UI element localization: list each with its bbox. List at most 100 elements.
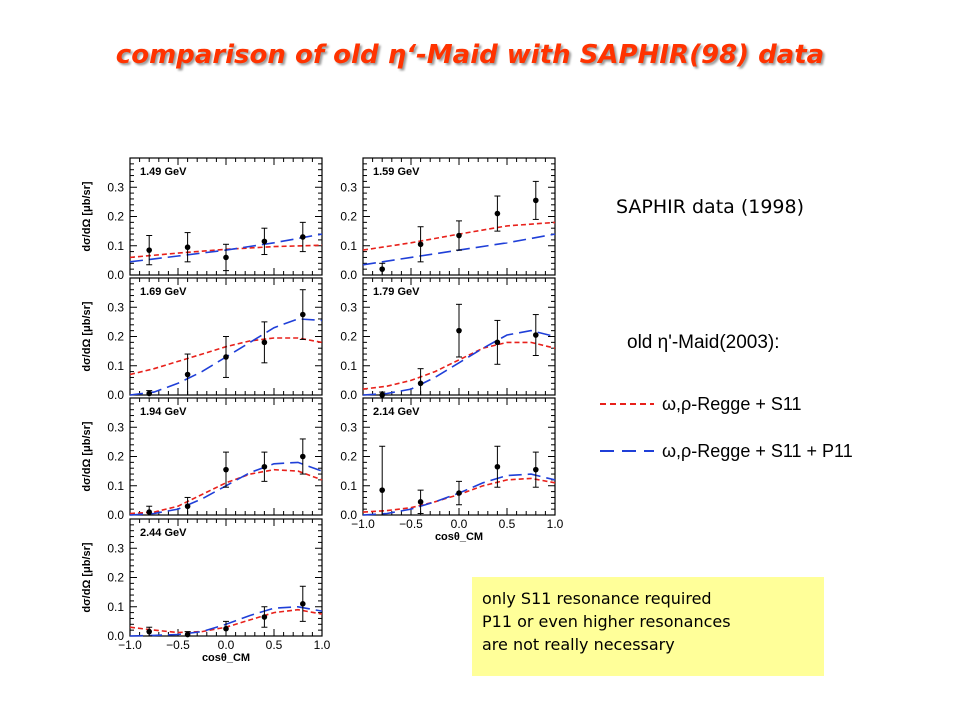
data-point xyxy=(146,390,152,397)
data-point xyxy=(223,254,229,261)
data-point xyxy=(494,210,501,217)
data-point xyxy=(379,392,386,398)
y-tick-label: 0.0 xyxy=(340,268,357,282)
y-tick-label: 0.2 xyxy=(340,330,357,344)
note-line: only S11 resonance required xyxy=(482,589,712,608)
y-tick-label: 0.2 xyxy=(107,571,124,585)
data-point xyxy=(533,332,539,338)
y-tick-label: 0.3 xyxy=(107,180,124,194)
data-point xyxy=(261,614,268,620)
data-point xyxy=(533,466,539,473)
x-axis-label: cosθ_CM xyxy=(435,531,483,543)
x-tick-label: −0.5 xyxy=(166,638,190,652)
energy-label: 1.69 GeV xyxy=(140,286,187,298)
data-point xyxy=(417,241,424,248)
data-point xyxy=(184,371,191,378)
x-tick-label: −0.5 xyxy=(399,517,423,531)
data-point xyxy=(456,327,462,334)
data-point xyxy=(456,232,462,239)
legend-label-regge-s11-p11: ω,ρ-Regge + S11 + P11 xyxy=(662,440,853,461)
model-curve-s11-p11 xyxy=(362,329,556,396)
y-tick-label: 0.3 xyxy=(340,420,357,434)
data-point xyxy=(146,628,152,635)
data-point xyxy=(184,244,191,251)
y-tick-label: 0.3 xyxy=(340,300,357,314)
data-point xyxy=(261,238,268,245)
energy-label: 2.44 GeV xyxy=(140,527,187,539)
energy-label: 2.14 GeV xyxy=(373,406,420,418)
y-tick-label: 0.1 xyxy=(340,239,357,253)
y-axis-label: dσ/dΩ [μb/sr] xyxy=(81,181,93,251)
model-curve-s11 xyxy=(362,341,556,390)
y-tick-label: 0.1 xyxy=(107,359,124,373)
data-point xyxy=(494,463,501,470)
legend-entry-regge-s11-p11: ω,ρ-Regge + S11 + P11 xyxy=(600,439,853,463)
data-point xyxy=(223,625,229,632)
data-point xyxy=(494,339,501,346)
data-point xyxy=(379,266,386,272)
y-tick-label: 0.2 xyxy=(107,450,124,464)
data-point xyxy=(533,197,539,204)
maid-model-label: old η'-Maid(2003): xyxy=(627,332,780,353)
y-axis-label: dσ/dΩ [μb/sr] xyxy=(81,542,93,612)
energy-label: 1.94 GeV xyxy=(140,406,187,418)
data-point xyxy=(300,601,306,607)
data-point xyxy=(417,380,424,387)
y-tick-label: 0.2 xyxy=(340,210,357,224)
y-tick-label: 0.3 xyxy=(107,300,124,314)
slide-title: comparison of old η‘-Maid with SAPHIR(98… xyxy=(115,40,825,70)
x-tick-label: 1.0 xyxy=(547,517,564,531)
conclusion-note: only S11 resonance required P11 or even … xyxy=(472,577,824,676)
y-tick-label: 0.0 xyxy=(340,388,357,402)
x-tick-label: 0.0 xyxy=(218,638,235,652)
data-point xyxy=(261,463,268,470)
y-tick-label: 0.1 xyxy=(340,479,357,493)
note-line: P11 or even higher resonances xyxy=(482,612,731,631)
energy-label: 1.59 GeV xyxy=(373,166,420,178)
x-axis-label: cosθ_CM xyxy=(202,652,250,664)
data-point xyxy=(184,631,191,638)
y-tick-label: 0.0 xyxy=(340,508,357,522)
data-point xyxy=(417,499,424,505)
short-dash-line-icon xyxy=(600,403,654,405)
data-point xyxy=(146,509,152,515)
y-tick-label: 0.0 xyxy=(107,388,124,402)
data-point xyxy=(261,339,268,346)
data-point xyxy=(223,354,229,360)
data-point xyxy=(146,247,152,253)
y-tick-label: 0.0 xyxy=(107,508,124,522)
data-point xyxy=(379,487,386,493)
legend-entry-regge-s11: ω,ρ-Regge + S11 xyxy=(600,392,802,416)
x-tick-label: 0.5 xyxy=(499,517,516,531)
y-tick-label: 0.1 xyxy=(107,479,124,493)
data-point xyxy=(223,466,229,473)
y-tick-label: 0.0 xyxy=(107,268,124,282)
energy-label: 1.79 GeV xyxy=(373,286,420,298)
long-dash-line-icon xyxy=(600,450,654,452)
y-tick-label: 0.2 xyxy=(107,330,124,344)
data-point xyxy=(300,311,306,318)
data-point xyxy=(300,453,306,460)
y-tick-label: 0.2 xyxy=(107,210,124,224)
data-point xyxy=(184,503,191,510)
y-tick-label: 0.1 xyxy=(107,239,124,253)
x-tick-label: 1.0 xyxy=(314,638,331,652)
y-axis-label: dσ/dΩ [μb/sr] xyxy=(81,301,93,371)
y-tick-label: 0.1 xyxy=(340,359,357,373)
data-point xyxy=(456,490,462,496)
y-tick-label: 0.1 xyxy=(107,600,124,614)
x-tick-label: 0.5 xyxy=(266,638,283,652)
y-tick-label: 0.3 xyxy=(340,180,357,194)
model-curve-s11 xyxy=(129,468,323,515)
energy-label: 1.49 GeV xyxy=(140,166,187,178)
cross-section-plots: 0.0 0.1 0.2 0.3 dσ/dΩ [μb/sr] 1.49 GeV 0.0 0.1 0… xyxy=(81,157,564,664)
y-axis-label: dσ/dΩ [μb/sr] xyxy=(81,421,93,491)
data-point xyxy=(300,234,306,240)
note-line: are not really necessary xyxy=(482,635,675,654)
saphir-data-label: SAPHIR data (1998) xyxy=(616,196,805,218)
x-tick-label: −1.0 xyxy=(351,517,375,531)
x-tick-label: −1.0 xyxy=(118,638,142,652)
y-tick-label: 0.3 xyxy=(107,541,124,555)
y-tick-label: 0.3 xyxy=(107,420,124,434)
legend-label-regge-s11: ω,ρ-Regge + S11 xyxy=(662,393,802,414)
